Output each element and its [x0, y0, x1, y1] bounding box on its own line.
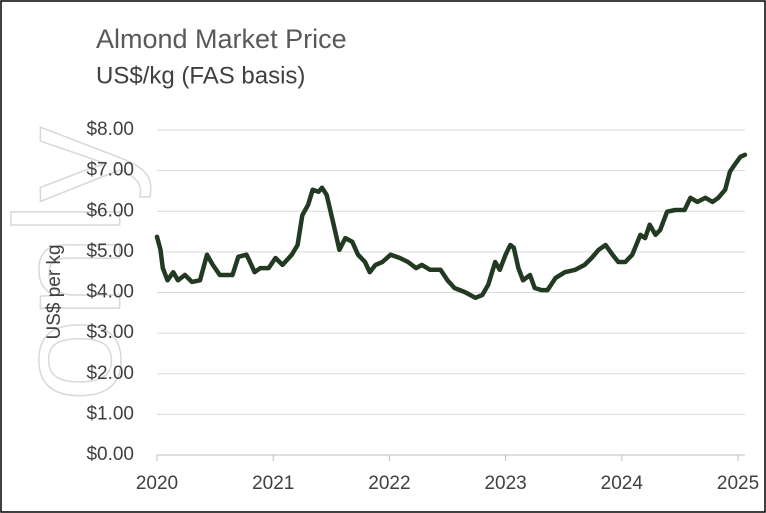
x-tick-label: 2020 [136, 473, 178, 494]
watermark: only [0, 127, 152, 402]
y-axis-title: US$ per kg [44, 244, 65, 339]
line-series [154, 152, 748, 301]
x-tick-label: 2024 [601, 473, 644, 494]
chart-title: Almond Market Price [96, 24, 347, 54]
y-tick-label: $7.00 [86, 160, 134, 181]
y-tick-label: $5.00 [86, 241, 134, 262]
x-tick-label: 2022 [368, 473, 410, 494]
y-tick-label: $6.00 [86, 200, 134, 221]
y-tick-label: $2.00 [86, 363, 134, 384]
x-tick-label: 2025 [717, 473, 759, 494]
y-tick-label: $1.00 [86, 403, 134, 424]
x-tick-label: 2023 [484, 473, 526, 494]
y-tick-label: $0.00 [86, 444, 134, 465]
y-tick-label: $4.00 [86, 282, 134, 303]
chart-subtitle: US$/kg (FAS basis) [96, 62, 305, 89]
y-tick-label: $8.00 [86, 119, 134, 140]
y-tick-label: $3.00 [86, 322, 134, 343]
x-tick-label: 2021 [252, 473, 294, 494]
